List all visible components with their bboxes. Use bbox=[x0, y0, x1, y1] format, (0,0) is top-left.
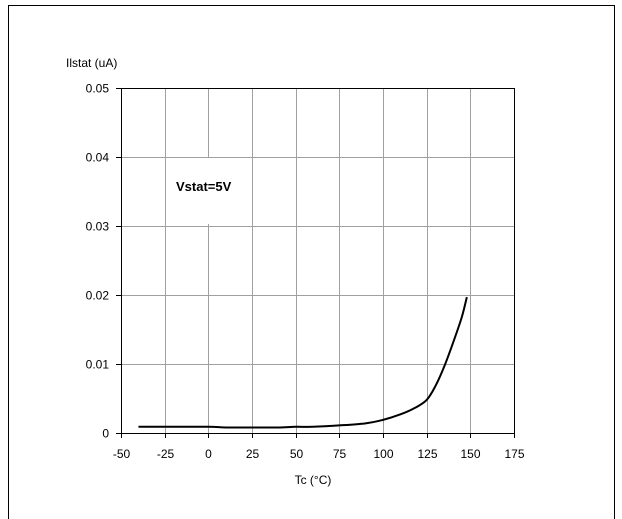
y-axis-label: Ilstat (uA) bbox=[66, 56, 117, 70]
x-tick-label: 0 bbox=[205, 447, 212, 461]
series-line-0 bbox=[138, 296, 468, 429]
x-tick-label: -25 bbox=[157, 447, 175, 461]
y-tick-label: 0.03 bbox=[86, 220, 110, 234]
annotation-background bbox=[166, 158, 250, 224]
ticks-layer: -50 -25 0 25 50 75 100 125 150 175 0 0.01 0.02 0.03 0.… bbox=[86, 82, 525, 462]
x-tick-label: 175 bbox=[504, 447, 524, 461]
x-tick-label: 150 bbox=[460, 447, 480, 461]
y-tick-label: 0.02 bbox=[86, 289, 110, 303]
x-tick-label: 50 bbox=[290, 447, 304, 461]
y-tick-label: 0 bbox=[102, 427, 109, 441]
y-tick-label: 0.01 bbox=[86, 358, 110, 372]
x-tick-label: 125 bbox=[417, 447, 437, 461]
plot-area-frame bbox=[121, 88, 515, 434]
grid-layer bbox=[121, 88, 514, 433]
y-tick-label: 0.05 bbox=[86, 82, 110, 96]
x-axis-label: Tc (°C) bbox=[295, 473, 332, 487]
figure-frame bbox=[8, 5, 615, 519]
y-tick-label: 0.04 bbox=[86, 151, 110, 165]
x-tick-label: 100 bbox=[373, 447, 393, 461]
series-layer bbox=[138, 296, 468, 429]
annotation-vstat: Vstat=5V bbox=[176, 179, 232, 194]
x-tick-label: 75 bbox=[333, 447, 347, 461]
x-tick-label: -50 bbox=[113, 447, 131, 461]
x-tick-label: 25 bbox=[246, 447, 260, 461]
